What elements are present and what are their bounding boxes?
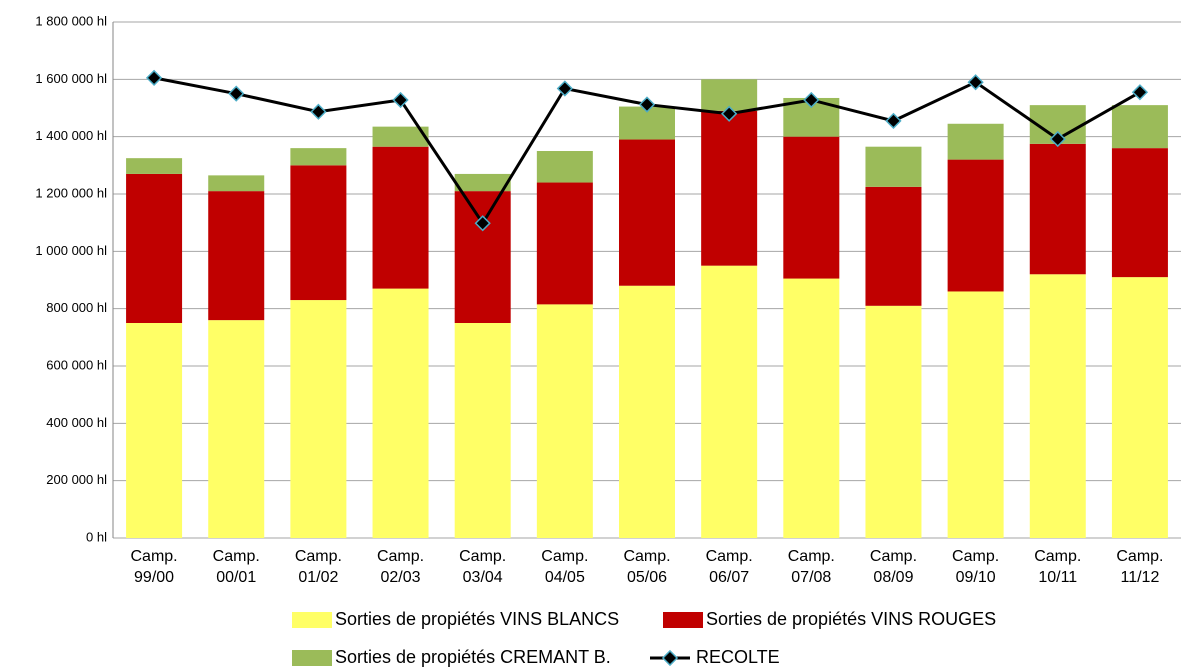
bar-segment xyxy=(208,175,265,192)
line-marker xyxy=(556,80,573,97)
bar-segment xyxy=(126,158,183,174)
line-marker xyxy=(1131,84,1149,101)
line-marker xyxy=(145,69,163,87)
line-marker xyxy=(803,91,820,109)
bar-segment xyxy=(372,126,429,147)
bar-segment xyxy=(290,148,347,166)
bar-segment xyxy=(865,186,922,306)
y-tick-label: 600 000 hl xyxy=(46,357,107,372)
bar-segment xyxy=(372,146,429,289)
bar-segment xyxy=(701,110,758,266)
line-marker xyxy=(638,96,656,113)
x-tick-label: Camp. 08/09 xyxy=(869,548,918,586)
bar-segment xyxy=(783,278,840,538)
bar-segment xyxy=(1029,143,1086,275)
bar-segment xyxy=(947,123,1004,160)
bar-segment xyxy=(947,291,1004,538)
legend-swatch xyxy=(292,650,332,666)
x-tick-label: Camp. 99/00 xyxy=(130,548,178,586)
x-tick-label: Camp. 05/06 xyxy=(623,548,671,586)
bar-segment xyxy=(454,323,511,538)
line-marker xyxy=(721,105,738,122)
x-tick-label: Camp. 01/02 xyxy=(294,548,342,586)
x-tick-label: Camp. 00/01 xyxy=(212,548,260,586)
line-marker xyxy=(310,103,327,120)
bar-segment xyxy=(290,165,347,301)
bar-segment xyxy=(454,191,511,323)
bar-segment xyxy=(208,191,265,321)
y-tick-label: 0 hl xyxy=(86,529,107,544)
bar-segment xyxy=(454,173,511,192)
x-tick-label: Camp. 09/10 xyxy=(952,548,1000,586)
bar-segment xyxy=(619,139,675,286)
bar-segment xyxy=(1111,277,1168,538)
bar-segment xyxy=(619,285,675,538)
bar-segment xyxy=(701,265,758,538)
bar-segment xyxy=(536,182,593,305)
line-marker xyxy=(228,85,245,102)
legend-swatch xyxy=(292,612,332,628)
legend-marker xyxy=(661,649,679,667)
legend-swatch xyxy=(663,612,703,628)
line-marker xyxy=(474,215,491,232)
line-marker xyxy=(392,91,409,109)
x-tick-label: Camp. 04/05 xyxy=(541,548,589,586)
y-tick-label: 1 600 000 hl xyxy=(35,71,107,86)
bar-segment xyxy=(290,300,347,538)
bar-segment xyxy=(1111,148,1168,278)
line-marker xyxy=(1049,130,1066,148)
y-tick-label: 1 400 000 hl xyxy=(35,128,107,143)
x-tick-label: Camp. 02/03 xyxy=(376,548,425,586)
bar-segment xyxy=(208,320,265,538)
y-tick-label: 400 000 hl xyxy=(46,415,107,430)
bar-segment xyxy=(783,136,840,279)
bar-segment xyxy=(536,151,593,183)
y-tick-label: 1 000 000 hl xyxy=(35,243,107,258)
x-tick-label: Camp. 10/11 xyxy=(1034,548,1082,586)
legend-label: Sorties de propiétés VINS ROUGES xyxy=(706,609,997,629)
y-tick-label: 800 000 hl xyxy=(46,300,107,315)
bar-segment xyxy=(865,305,922,538)
bar-segment xyxy=(1111,105,1168,149)
x-tick-label: Camp. 11/12 xyxy=(1116,548,1164,586)
bar-segment xyxy=(1029,274,1086,538)
x-tick-label: Camp. 03/04 xyxy=(459,548,507,586)
line-marker xyxy=(885,112,902,130)
bar-segment xyxy=(536,304,593,538)
legend-label: RECOLTE xyxy=(696,647,780,667)
y-tick-label: 1 200 000 hl xyxy=(35,185,107,200)
line-marker xyxy=(967,74,984,91)
y-tick-label: 1 800 000 hl xyxy=(35,13,107,28)
x-tick-label: Camp. 06/07 xyxy=(705,548,753,586)
bar-segment xyxy=(126,173,183,323)
bar-segment xyxy=(865,146,922,187)
legend-label: Sorties de propiétés CREMANT B. xyxy=(335,647,611,667)
bar-segment xyxy=(947,159,1004,292)
x-tick-label: Camp. 07/08 xyxy=(787,548,835,586)
y-tick-label: 200 000 hl xyxy=(46,472,107,487)
legend-label: Sorties de propiétés VINS BLANCS xyxy=(335,609,620,629)
bar-segment xyxy=(126,323,183,538)
bar-segment xyxy=(372,288,429,538)
